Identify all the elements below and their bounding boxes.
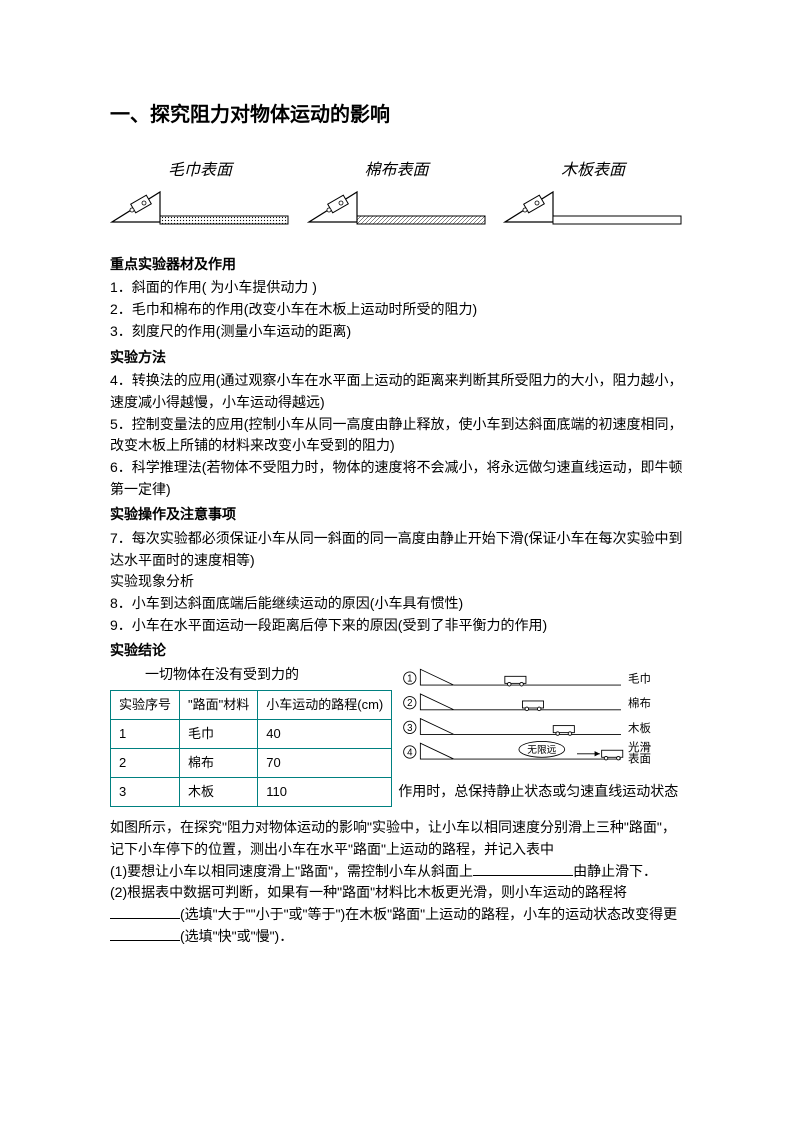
table-header-row: 实验序号 "路面"材料 小车运动的路程(cm): [111, 690, 392, 719]
svg-text:3: 3: [407, 723, 412, 734]
svg-text:毛巾: 毛巾: [628, 672, 651, 686]
surface-cloth: 棉布表面: [307, 159, 487, 226]
td: 木板: [180, 778, 258, 807]
q1a: (1)要想让小车以相同速度滑上"路面"，需控制小车从斜面上: [110, 863, 473, 879]
item-an9: 9．小车在水平面运动一段距离后停下来的原因(受到了非平衡力的作用): [110, 615, 683, 637]
item-eq3: 3．刻度尺的作用(测量小车运动的距离): [110, 321, 683, 343]
td: 2: [111, 749, 180, 778]
heading-conclusion: 实验结论: [110, 640, 683, 662]
svg-text:光滑表面: 光滑表面: [628, 740, 651, 765]
question-intro: 如图所示，在探究"阻力对物体运动的影响"实验中，让小车以相同速度分别滑上三种"路…: [110, 817, 683, 860]
surface-cloth-label: 棉布表面: [364, 159, 428, 184]
blank-1[interactable]: [473, 862, 573, 876]
item-eq1: 1．斜面的作用( 为小车提供动力 ): [110, 277, 683, 299]
svg-text:棉布: 棉布: [628, 696, 651, 710]
blank-3[interactable]: [110, 927, 180, 941]
heading-analysis: 实验现象分析: [110, 571, 683, 593]
td: 毛巾: [180, 720, 258, 749]
svg-text:1: 1: [407, 674, 412, 685]
surface-cloth-svg: [307, 186, 487, 226]
surface-wood: 木板表面: [503, 159, 683, 226]
th-2: 小车运动的路程(cm): [258, 690, 392, 719]
q2b: (选填"大于""小于"或"等于")在木板"路面"上运动的路程，小车的运动状态改变…: [180, 906, 677, 922]
surface-towel-label: 毛巾表面: [168, 159, 232, 184]
item-m5: 5．控制变量法的应用(控制小车从同一高度由静止释放，使小车到达斜面底端的初速度相…: [110, 414, 683, 457]
td: 70: [258, 749, 392, 778]
table-row: 3 木板 110: [111, 778, 392, 807]
th-1: "路面"材料: [180, 690, 258, 719]
td: 棉布: [180, 749, 258, 778]
svg-text:无限远: 无限远: [528, 744, 557, 756]
conclusion-tail: 作用时，总保持静止状态或匀速直线运动状态: [398, 783, 678, 799]
item-eq2: 2．毛巾和棉布的作用(改变小车在木板上运动时所受的阻力): [110, 299, 683, 321]
data-table: 实验序号 "路面"材料 小车运动的路程(cm) 1 毛巾 40 2 棉布 70 …: [110, 690, 392, 808]
svg-text:2: 2: [407, 698, 412, 709]
td: 3: [111, 778, 180, 807]
questions-block: 如图所示，在探究"阻力对物体运动的影响"实验中，让小车以相同速度分别滑上三种"路…: [110, 817, 683, 947]
td: 110: [258, 778, 392, 807]
svg-text:4: 4: [407, 748, 413, 759]
q2c: (选填"快"或"慢")．: [180, 928, 293, 944]
blank-2[interactable]: [110, 905, 180, 919]
svg-text:木板: 木板: [628, 721, 651, 735]
item-an8: 8．小车到达斜面底端后能继续运动的原因(小车具有惯性): [110, 593, 683, 615]
table-row: 2 棉布 70: [111, 749, 392, 778]
heading-method: 实验方法: [110, 347, 683, 369]
conclusion-block: 一切物体在没有受到力的 实验序号 "路面"材料 小车运动的路程(cm) 1 毛巾…: [110, 664, 683, 807]
table-row: 1 毛巾 40: [111, 720, 392, 749]
surface-towel-svg: [110, 186, 290, 226]
trials-diagram: 1 毛巾 2 棉布 3 木板 4 光滑表面 无限远: [398, 664, 668, 774]
conclusion-lead: 一切物体在没有受到力的: [110, 664, 392, 686]
td: 40: [258, 720, 392, 749]
item-m4: 4．转换法的应用(通过观察小车在水平面上运动的距离来判断其所受阻力的大小，阻力越…: [110, 370, 683, 413]
q2a: (2)根据表中数据可判断，如果有一种"路面"材料比木板更光滑，则小车运动的路程将: [110, 884, 627, 900]
item-m6: 6．科学推理法(若物体不受阻力时，物体的速度将不会减小，将永远做匀速直线运动，即…: [110, 457, 683, 500]
surface-wood-svg: [503, 186, 683, 226]
th-0: 实验序号: [111, 690, 180, 719]
question-1: (1)要想让小车以相同速度滑上"路面"，需控制小车从斜面上 由静止滑下．: [110, 861, 683, 883]
item-op7: 7．每次实验都必须保证小车从同一斜面的同一高度由静止开始下滑(保证小车在每次实验…: [110, 528, 683, 571]
td: 1: [111, 720, 180, 749]
surfaces-row: 毛巾表面 棉布表面: [110, 159, 683, 226]
heading-operation: 实验操作及注意事项: [110, 504, 683, 526]
question-2: (2)根据表中数据可判断，如果有一种"路面"材料比木板更光滑，则小车运动的路程将…: [110, 882, 683, 947]
q1b: 由静止滑下．: [573, 863, 657, 879]
page-title: 一、探究阻力对物体运动的影响: [110, 100, 683, 131]
surface-wood-label: 木板表面: [561, 159, 625, 184]
heading-equipment: 重点实验器材及作用: [110, 254, 683, 276]
surface-towel: 毛巾表面: [110, 159, 290, 226]
